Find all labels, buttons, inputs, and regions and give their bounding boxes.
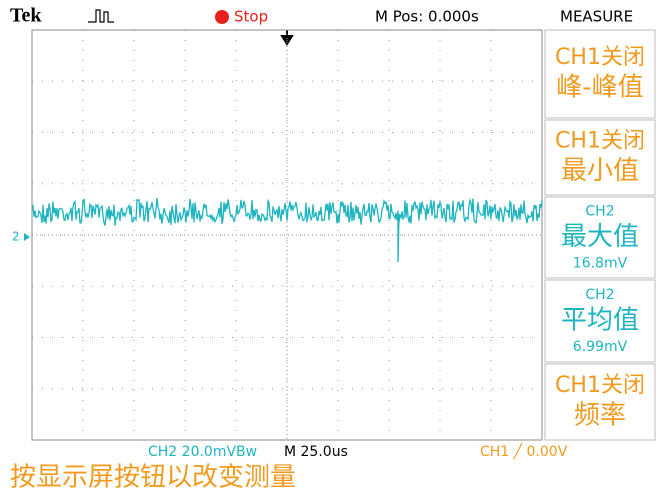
channel-marker: 2 <box>12 230 20 244</box>
graticule-border <box>31 29 543 441</box>
trigger-level: CH1 ╱ 0.00V <box>480 443 568 460</box>
graticule <box>32 30 542 440</box>
menu-button[interactable] <box>544 29 656 119</box>
waveform <box>31 197 543 263</box>
menu-button[interactable] <box>544 196 656 279</box>
menu-label: 最大值 <box>561 222 639 252</box>
menu-label: 平均值 <box>561 306 639 336</box>
hint: 按显示屏按钮以改变测量 <box>10 463 296 493</box>
menu-label: CH2 <box>585 287 614 303</box>
menu-label: CH1关闭 <box>555 373 645 398</box>
run-state: Stop <box>234 8 268 26</box>
trigger-icon <box>88 9 114 23</box>
menu-label: 峰-峰值 <box>556 73 643 103</box>
timebase: M 25.0us <box>284 444 348 460</box>
menu-label: 6.99mV <box>573 339 628 355</box>
menu-button[interactable] <box>544 119 656 196</box>
menu-label: CH1关闭 <box>555 45 645 70</box>
stop-dot <box>215 10 229 24</box>
menu-label: 最小值 <box>561 156 639 186</box>
channel-arrow <box>24 233 30 241</box>
menu-button[interactable] <box>544 279 656 363</box>
menu-label: 频率 <box>574 401 626 431</box>
menu-panel: CH1关闭峰-峰值CH1关闭最小值CH2最大值16.8mVCH2平均值6.99m… <box>544 29 656 441</box>
menu-label: 16.8mV <box>573 256 628 272</box>
menu-title: MEASURE <box>560 8 633 26</box>
menu-label: CH2 <box>585 204 614 220</box>
menu-button[interactable] <box>544 363 656 441</box>
brand: Tek <box>10 5 42 27</box>
menu-label: CH1关闭 <box>555 129 645 154</box>
position: M Pos: 0.000s <box>375 8 479 26</box>
channel-scale: CH2 20.0mVBw <box>148 444 257 460</box>
